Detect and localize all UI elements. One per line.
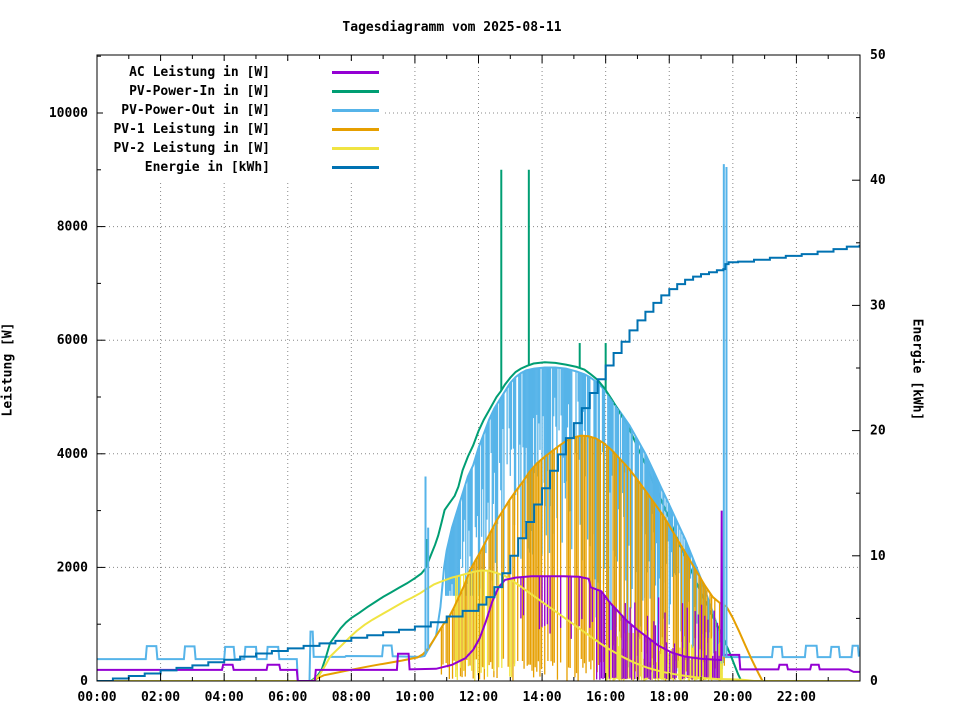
y1-tick-label: 2000 <box>57 560 88 575</box>
legend-row-pv2: PV-2 Leistung in [W] <box>105 139 379 158</box>
y2-tick-label: 20 <box>870 424 886 439</box>
legend-row-pv-in: PV-Power-In in [W] <box>105 82 379 101</box>
legend: AC Leistung in [W] PV-Power-In in [W] PV… <box>103 61 385 181</box>
legend-label: AC Leistung in [W] <box>129 65 270 80</box>
legend-label: Energie in [kWh] <box>144 160 270 175</box>
y1-tick-label: 4000 <box>57 447 88 462</box>
x-tick-label: 08:00 <box>332 690 371 705</box>
legend-line-sample <box>332 128 379 131</box>
y2-tick-label: 0 <box>870 674 878 689</box>
legend-line-sample <box>332 90 379 93</box>
chart-title: Tagesdiagramm vom 2025-08-11 <box>342 20 562 35</box>
y1-tick-label: 0 <box>80 674 88 689</box>
y1-tick-label: 10000 <box>49 106 88 121</box>
legend-line-sample <box>332 109 379 112</box>
legend-line-sample <box>332 166 379 169</box>
legend-line-sample <box>332 71 379 74</box>
legend-row-energie: Energie in [kWh] <box>105 158 379 177</box>
legend-row-ac: AC Leistung in [W] <box>105 63 379 82</box>
legend-label: PV-1 Leistung in [W] <box>113 122 270 137</box>
x-tick-label: 18:00 <box>650 690 689 705</box>
y2-tick-label: 50 <box>870 48 886 63</box>
legend-row-pv-out: PV-Power-Out in [W] <box>105 101 379 120</box>
y2-tick-label: 10 <box>870 549 886 564</box>
x-tick-label: 00:00 <box>77 690 116 705</box>
x-tick-label: 12:00 <box>459 690 498 705</box>
x-tick-label: 10:00 <box>395 690 434 705</box>
y1-tick-label: 6000 <box>57 333 88 348</box>
x-tick-label: 06:00 <box>268 690 307 705</box>
y1-tick-label: 8000 <box>57 220 88 235</box>
legend-label: PV-Power-Out in [W] <box>121 103 270 118</box>
y2-tick-label: 40 <box>870 173 886 188</box>
x-tick-label: 16:00 <box>586 690 625 705</box>
legend-label: PV-2 Leistung in [W] <box>113 141 270 156</box>
x-tick-label: 02:00 <box>141 690 180 705</box>
legend-label: PV-Power-In in [W] <box>129 84 270 99</box>
legend-line-sample <box>332 147 379 150</box>
x-tick-label: 14:00 <box>523 690 562 705</box>
y2-tick-label: 30 <box>870 298 886 313</box>
x-tick-label: 22:00 <box>777 690 816 705</box>
legend-row-pv1: PV-1 Leistung in [W] <box>105 120 379 139</box>
x-tick-label: 04:00 <box>205 690 244 705</box>
x-tick-label: 20:00 <box>713 690 752 705</box>
